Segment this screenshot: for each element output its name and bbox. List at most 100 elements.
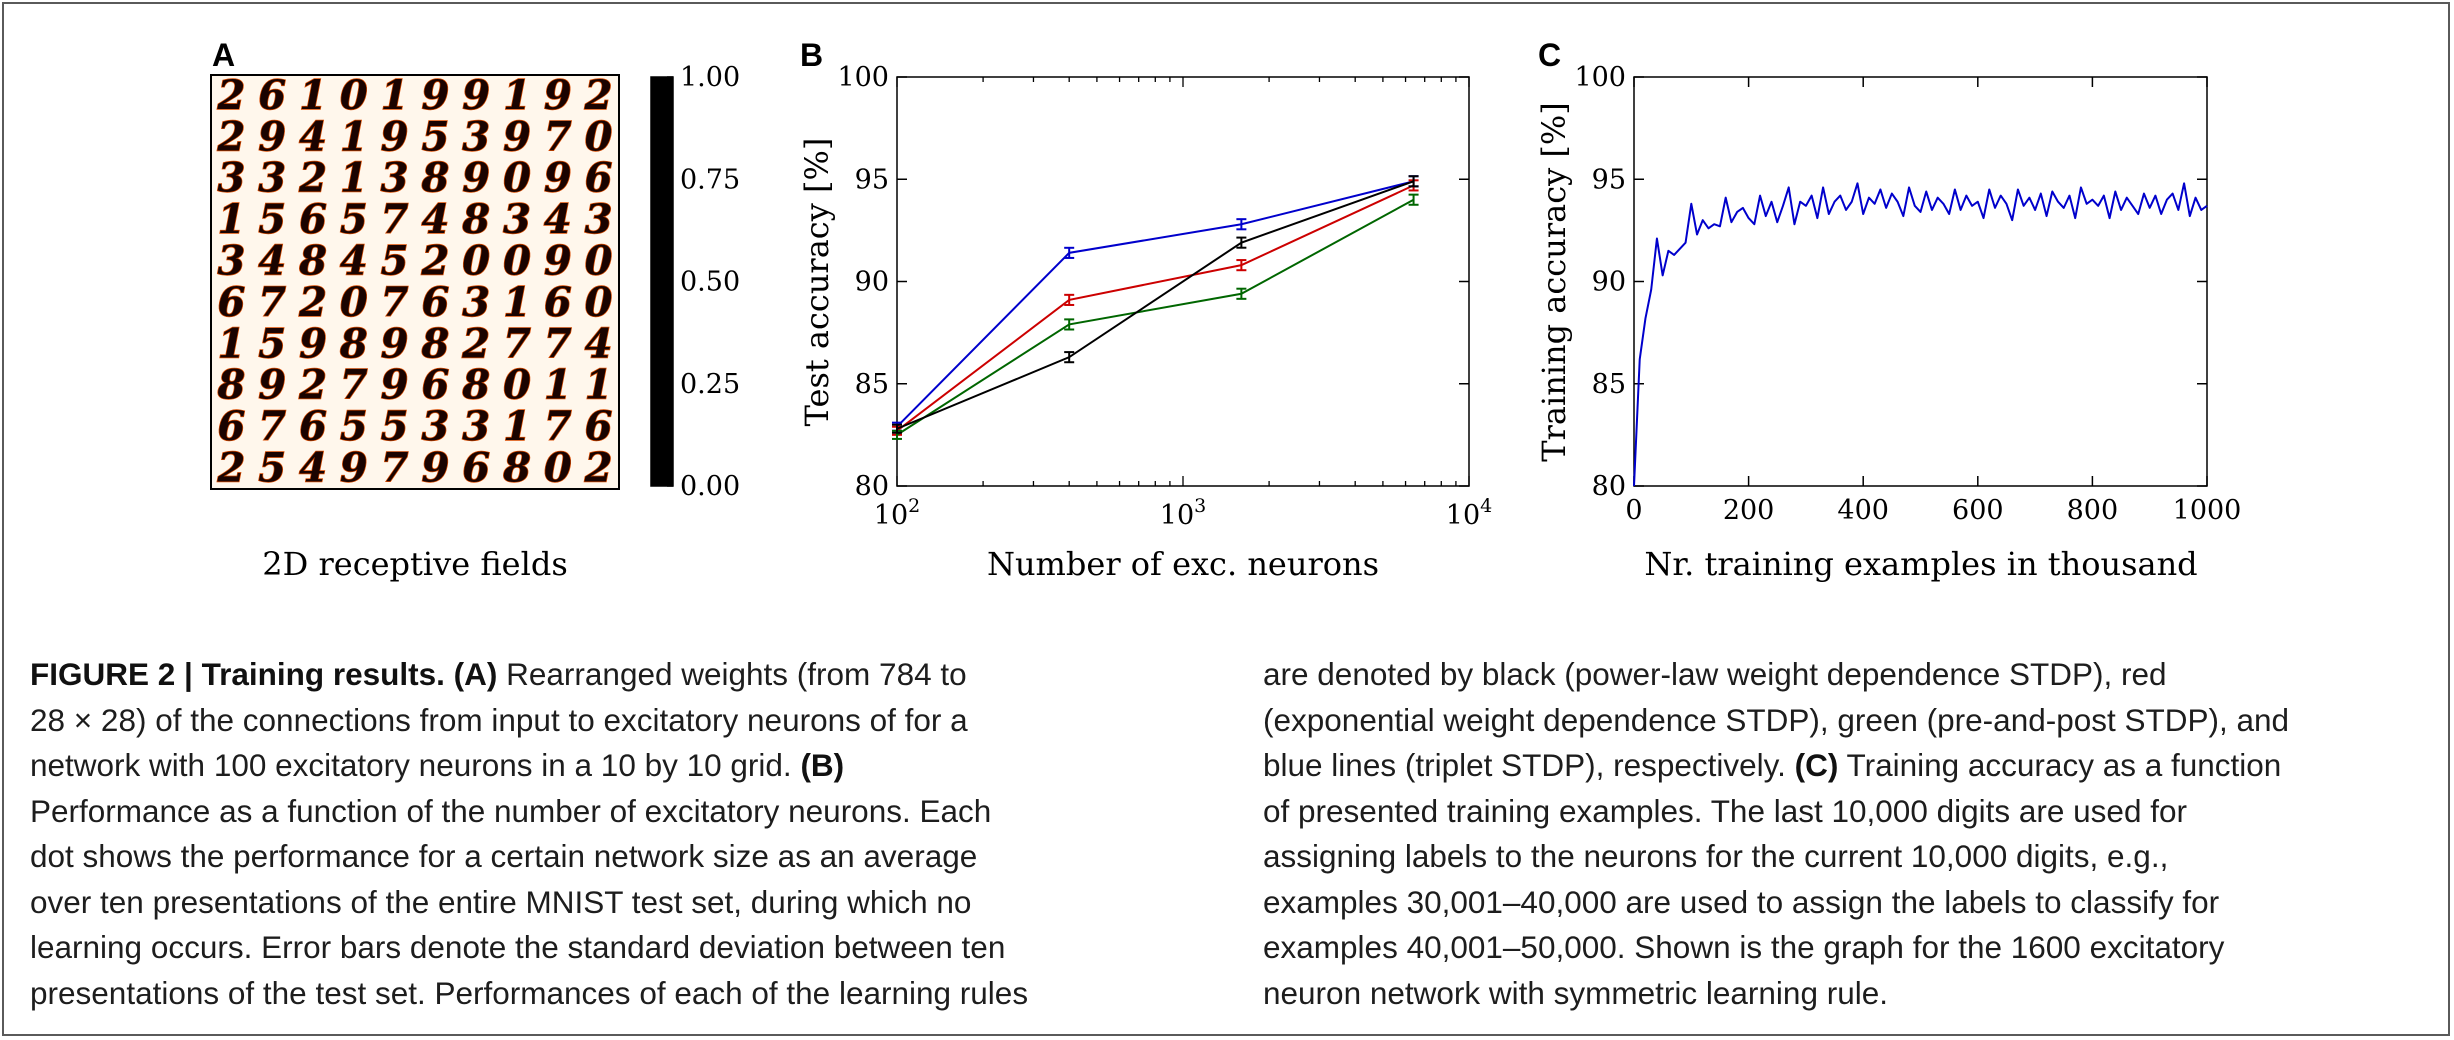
y-tick-label: 85: [1592, 369, 1626, 400]
panel-a-letter: A: [212, 37, 235, 73]
receptive-field-digit: 7: [258, 279, 286, 326]
caption-text: network with 100 excitatory neurons in a…: [30, 747, 801, 783]
receptive-field-digit: 9: [462, 155, 490, 202]
receptive-field-digit: 7: [381, 445, 409, 492]
receptive-field-digit: 5: [340, 403, 368, 450]
y-tick-label: 80: [855, 471, 889, 502]
caption-bold-text: (B): [800, 747, 845, 783]
caption-line: neuron network with symmetric learning r…: [1263, 971, 2289, 1017]
figure-caption: FIGURE 2 | Training results. (A) Rearran…: [0, 652, 2454, 1032]
receptive-field-digit: 2: [216, 72, 245, 119]
caption-line: (exponential weight dependence STDP), gr…: [1263, 698, 2289, 744]
panel-b-series: [892, 175, 1419, 440]
caption-line: FIGURE 2 | Training results. (A) Rearran…: [30, 652, 1028, 698]
receptive-field-digit: 4: [340, 238, 368, 285]
receptive-field-digit: 4: [421, 196, 449, 243]
colorbar-tick-label: 0.50: [680, 267, 740, 298]
receptive-field-digit: 9: [381, 113, 409, 160]
receptive-field-digit: 3: [258, 155, 286, 202]
caption-text: examples 40,001–50,000. Shown is the gra…: [1263, 929, 2225, 965]
caption-text: assigning labels to the neurons for the …: [1263, 838, 2169, 874]
receptive-field-digit: 4: [299, 113, 327, 160]
receptive-field-digit: 6: [585, 155, 613, 202]
receptive-field-digit: 8: [420, 320, 449, 367]
receptive-field-digit: 9: [462, 72, 490, 119]
x-tick-label: 400: [1837, 495, 1889, 526]
receptive-field-digit: 6: [544, 279, 572, 326]
receptive-field-digit: 2: [216, 113, 245, 160]
panel-c-axes: [1633, 76, 2208, 487]
receptive-field-digit: 7: [381, 279, 409, 326]
caption-text: neuron network with symmetric learning r…: [1263, 974, 1889, 1011]
caption-line: dot shows the performance for a certain …: [30, 834, 1028, 880]
panel-b-ticks: 80 85 90 95 100 102 103 104: [837, 62, 1492, 531]
receptive-field-digit: 3: [217, 238, 245, 285]
x-tick-label: 200: [1723, 495, 1775, 526]
receptive-field-digit: 9: [381, 320, 409, 367]
panel-c-letter: C: [1538, 37, 1561, 73]
caption-bold-text: (C): [1794, 747, 1839, 783]
panel-c-xlabel: Nr. training examples in thousand: [1644, 545, 2197, 583]
caption-text: are denoted by black (power-law weight d…: [1263, 656, 2167, 692]
receptive-field-digit: 3: [462, 279, 490, 326]
receptive-field-grid: [210, 74, 620, 490]
receptive-field-digit: 0: [340, 279, 368, 326]
caption-text: 28 × 28) of the connections from input t…: [30, 701, 968, 738]
receptive-field-digit: 8: [216, 362, 245, 409]
x-tick-label: 103: [1160, 495, 1206, 531]
receptive-field-digit: 9: [421, 72, 449, 119]
panel-c-ylabel: Training accuracy [%]: [1535, 102, 1573, 462]
caption-text: (exponential weight dependence STDP), gr…: [1263, 701, 2290, 738]
caption-text: presentations of the test set. Performan…: [30, 974, 1029, 1011]
caption-line: assigning labels to the neurons for the …: [1263, 834, 2289, 880]
caption-text: Performance as a function of the number …: [30, 792, 992, 829]
colorbar-ticks: 1.00 0.75 0.50 0.25 0.00: [667, 62, 740, 502]
receptive-field-digit: 4: [585, 320, 613, 367]
receptive-field-digit: 3: [381, 155, 409, 202]
receptive-field-digit: 6: [462, 445, 490, 492]
receptive-field-digit: 9: [258, 113, 286, 160]
digit-grid: 2 6 1 0 1 9 9 1 9 22 9 4 1 9 5 3 9 7 03 3 2 1 3 8 9 0 9 61 5 6 5 7 4 8 3 4 3…: [216, 71, 614, 492]
receptive-field-digit: 3: [462, 113, 490, 160]
y-tick-label: 90: [855, 267, 889, 298]
receptive-field-digit: 0: [585, 238, 613, 285]
y-tick-label: 80: [1592, 471, 1626, 502]
receptive-field-digit: 3: [462, 403, 490, 450]
caption-line: examples 30,001–40,000 are used to assig…: [1263, 880, 2289, 926]
colorbar-tick-label: 1.00: [680, 62, 740, 93]
caption-line: examples 40,001–50,000. Shown is the gra…: [1263, 925, 2289, 971]
panel-b-ylabel: Test accuracy [%]: [798, 138, 836, 427]
receptive-field-digit: 0: [503, 238, 531, 285]
receptive-field-digit: 0: [340, 72, 368, 119]
receptive-field-digit: 2: [584, 445, 613, 492]
x-tick-label: 102: [874, 495, 920, 531]
receptive-field-digit: 5: [258, 320, 286, 367]
receptive-field-digit: 0: [503, 155, 531, 202]
receptive-field-digit: 2: [298, 362, 327, 409]
receptive-field-digit: 9: [544, 238, 572, 285]
receptive-field-digit: 9: [340, 445, 368, 492]
receptive-field-digit: 0: [585, 279, 613, 326]
series-line: [896, 198, 1415, 436]
receptive-field-digit: 3: [585, 196, 613, 243]
caption-line: 28 × 28) of the connections from input t…: [30, 698, 1028, 744]
x-tick-label: 1000: [2173, 495, 2242, 526]
receptive-field-digit: 2: [298, 155, 327, 202]
receptive-field-digit: 1: [585, 362, 613, 409]
caption-line: are denoted by black (power-law weight d…: [1263, 652, 2289, 698]
series-line: [896, 184, 1414, 432]
receptive-field-digit: 1: [503, 72, 531, 119]
receptive-field-digit: 5: [421, 113, 449, 160]
caption-line: Performance as a function of the number …: [30, 789, 1028, 835]
receptive-field-digit: 9: [299, 320, 327, 367]
colorbar-tick-label: 0.25: [680, 369, 740, 400]
receptive-field-digit: 7: [503, 320, 531, 367]
receptive-field-digit: 3: [503, 196, 531, 243]
receptive-field-digit: 6: [217, 403, 245, 450]
receptive-field-digit: 9: [544, 155, 572, 202]
colorbar-tick-label: 0.75: [680, 164, 740, 195]
y-tick-label: 90: [1592, 267, 1626, 298]
receptive-field-digit: 0: [544, 445, 572, 492]
